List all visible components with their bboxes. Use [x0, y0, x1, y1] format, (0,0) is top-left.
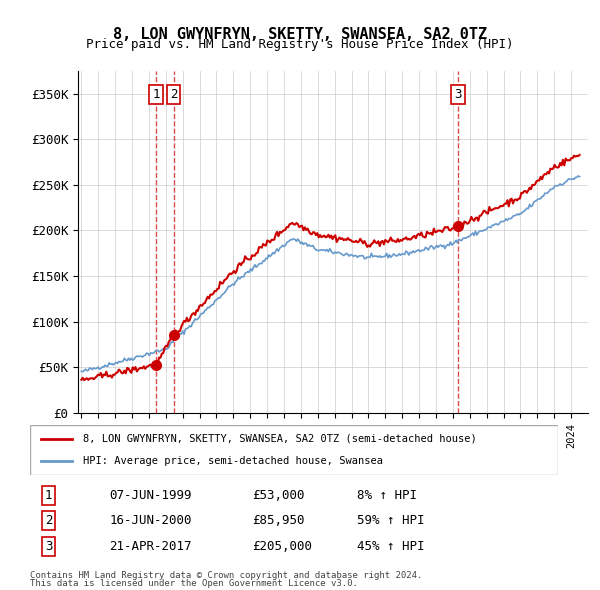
- Text: 45% ↑ HPI: 45% ↑ HPI: [358, 540, 425, 553]
- Text: Contains HM Land Registry data © Crown copyright and database right 2024.: Contains HM Land Registry data © Crown c…: [30, 571, 422, 579]
- Text: 1: 1: [45, 489, 52, 502]
- Text: 2: 2: [170, 88, 178, 101]
- Text: £53,000: £53,000: [252, 489, 304, 502]
- Text: 07-JUN-1999: 07-JUN-1999: [109, 489, 192, 502]
- Text: 8% ↑ HPI: 8% ↑ HPI: [358, 489, 418, 502]
- Text: 3: 3: [454, 88, 462, 101]
- Text: 8, LON GWYNFRYN, SKETTY, SWANSEA, SA2 0TZ: 8, LON GWYNFRYN, SKETTY, SWANSEA, SA2 0T…: [113, 27, 487, 41]
- Text: Price paid vs. HM Land Registry's House Price Index (HPI): Price paid vs. HM Land Registry's House …: [86, 38, 514, 51]
- Text: 8, LON GWYNFRYN, SKETTY, SWANSEA, SA2 0TZ (semi-detached house): 8, LON GWYNFRYN, SKETTY, SWANSEA, SA2 0T…: [83, 434, 476, 444]
- Text: This data is licensed under the Open Government Licence v3.0.: This data is licensed under the Open Gov…: [30, 579, 358, 588]
- Text: 3: 3: [45, 540, 52, 553]
- FancyBboxPatch shape: [30, 425, 558, 475]
- Text: 59% ↑ HPI: 59% ↑ HPI: [358, 514, 425, 527]
- Text: 1: 1: [152, 88, 160, 101]
- Text: 2: 2: [45, 514, 52, 527]
- Text: £85,950: £85,950: [252, 514, 304, 527]
- Text: £205,000: £205,000: [252, 540, 312, 553]
- Text: HPI: Average price, semi-detached house, Swansea: HPI: Average price, semi-detached house,…: [83, 456, 383, 466]
- Text: 21-APR-2017: 21-APR-2017: [109, 540, 192, 553]
- Text: 16-JUN-2000: 16-JUN-2000: [109, 514, 192, 527]
